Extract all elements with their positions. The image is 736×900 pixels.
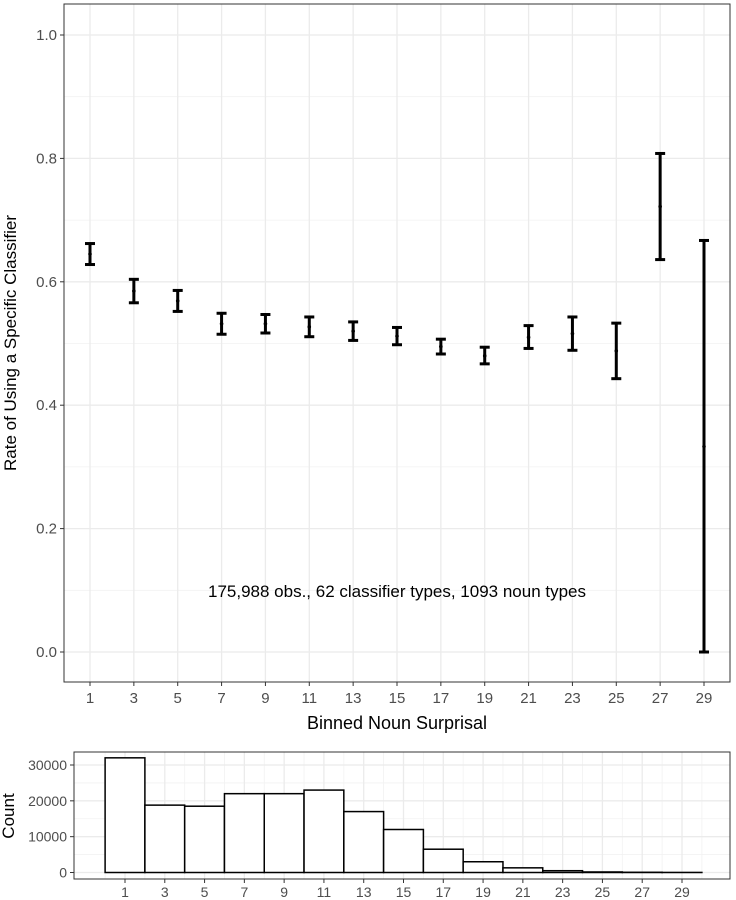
histogram-x-tick-label: 25: [595, 884, 611, 900]
errorbar-x-tick-label: 29: [696, 690, 713, 707]
errorbar-point-9: [260, 313, 271, 335]
errorbar-mean-point: [702, 444, 706, 449]
errorbar-point-27: [655, 151, 666, 262]
histogram-y-tick-label: 20000: [28, 793, 67, 809]
histogram-x-tick-label: 11: [317, 884, 332, 900]
errorbar-x-tick-label: 27: [652, 690, 669, 707]
errorbar-point-17: [435, 337, 446, 356]
histogram-bar: [462, 861, 504, 874]
histogram-bar: [581, 871, 624, 874]
histogram-x-tick-label: 17: [435, 884, 451, 900]
errorbar-mean-point: [439, 344, 443, 349]
errorbar-mean-point: [351, 329, 355, 333]
errorbar-y-axis-title: Rate of Using a Specific Classifier: [1, 215, 20, 471]
errorbar-y-tick-label: 1.0: [36, 27, 57, 44]
histogram-bar: [382, 828, 425, 874]
histogram-x-tick-label: 13: [356, 884, 372, 900]
errorbar-mean-point: [307, 325, 312, 329]
errorbar-x-tick-label: 13: [345, 690, 362, 707]
errorbar-point-23: [567, 315, 578, 352]
errorbar-annotation: 175,988 obs., 62 classifier types, 1093 …: [208, 582, 586, 601]
errorbar-mean-point: [263, 321, 268, 326]
errorbar-x-tick-label: 19: [476, 690, 493, 707]
histogram-y-axis-title: Count: [0, 793, 18, 839]
histogram-bar: [144, 804, 186, 874]
histogram-bar: [223, 792, 265, 874]
errorbar-x-tick-label: 21: [520, 690, 537, 707]
histogram-bar: [303, 789, 345, 874]
histogram-y-tick-label: 0: [59, 865, 67, 881]
errorbar-x-tick-label: 3: [130, 690, 138, 707]
errorbar-x-tick-label: 23: [564, 690, 581, 707]
errorbar-mean-point: [614, 349, 619, 353]
histogram-x-tick-label: 15: [396, 884, 412, 900]
errorbar-mean-point: [219, 321, 224, 326]
errorbar-point-21: [523, 324, 534, 350]
errorbar-x-tick-label: 5: [174, 690, 182, 707]
errorbar-y-tick-label: 0.2: [36, 521, 57, 538]
errorbar-panel: 0.00.20.40.60.81.01 3 5 7 9 11 13 15 17 19 21 23 25 2…: [1, 3, 731, 733]
histogram-bar: [502, 867, 544, 874]
errorbar-x-tick-label: 9: [261, 690, 269, 707]
histogram-bar: [343, 810, 385, 874]
histogram-panel-border: [73, 751, 731, 880]
histogram-y-tick-label: 10000: [28, 829, 67, 845]
errorbar-x-tick-label: 25: [608, 690, 625, 707]
histogram-x-tick-label: 9: [280, 884, 288, 900]
errorbar-mean-point: [88, 252, 92, 256]
errorbar-point-1: [85, 242, 95, 267]
errorbar-mean-point: [570, 331, 575, 336]
errorbar-point-29: [699, 238, 709, 654]
errorbar-mean-point: [175, 299, 180, 303]
errorbar-x-tick-label: 1: [86, 690, 94, 707]
errorbar-x-tick-label: 11: [301, 690, 317, 707]
errorbar-point-3: [128, 277, 139, 305]
errorbar-point-11: [304, 315, 315, 339]
histogram-x-tick-label: 27: [634, 884, 650, 900]
errorbar-mean-point: [482, 354, 487, 358]
errorbar-mean-point: [526, 335, 531, 340]
errorbar-x-tick-label: 7: [217, 690, 225, 707]
errorbar-mean-point: [395, 334, 399, 338]
errorbar-point-7: [216, 311, 227, 336]
histogram-x-tick-label: 29: [674, 884, 690, 900]
errorbar-mean-point: [132, 289, 136, 293]
errorbar-x-axis-title: Binned Noun Surprisal: [307, 713, 487, 733]
errorbar-x-tick-label: 15: [389, 690, 406, 707]
histogram-x-tick-label: 21: [515, 884, 531, 900]
errorbar-y-tick-label: 0.8: [36, 150, 57, 167]
errorbar-point-13: [348, 320, 359, 342]
histogram-bars: [104, 757, 703, 874]
errorbar-ticks: 0.00.20.40.60.81.01 3 5 7 9 11 13 15 17 19 21 23 25 2…: [36, 27, 712, 707]
errorbar-y-tick-label: 0.0: [36, 644, 57, 661]
histogram-x-tick-label: 3: [161, 884, 169, 900]
errorbar-point-19: [479, 345, 490, 366]
errorbar-marks: [85, 151, 709, 654]
histogram-bar: [104, 757, 146, 874]
errorbar-point-25: [611, 321, 622, 381]
histogram-x-tick-label: 7: [240, 884, 248, 900]
histogram-x-tick-label: 5: [201, 884, 209, 900]
histogram-x-tick-label: 1: [121, 884, 129, 900]
histogram-bar: [542, 869, 584, 874]
histogram-x-tick-label: 19: [475, 884, 491, 900]
errorbar-point-5: [172, 288, 183, 313]
histogram-bar: [263, 792, 305, 874]
errorbar-y-tick-label: 0.6: [36, 274, 57, 291]
histogram-bar: [422, 848, 464, 874]
histogram-x-tick-label: 23: [555, 884, 571, 900]
errorbar-y-tick-label: 0.4: [36, 397, 57, 414]
errorbar-point-15: [392, 325, 402, 347]
errorbar-mean-point: [658, 204, 662, 209]
errorbar-x-tick-label: 17: [433, 690, 450, 707]
histogram-bar: [183, 805, 226, 874]
histogram-y-tick-label: 30000: [28, 757, 67, 773]
